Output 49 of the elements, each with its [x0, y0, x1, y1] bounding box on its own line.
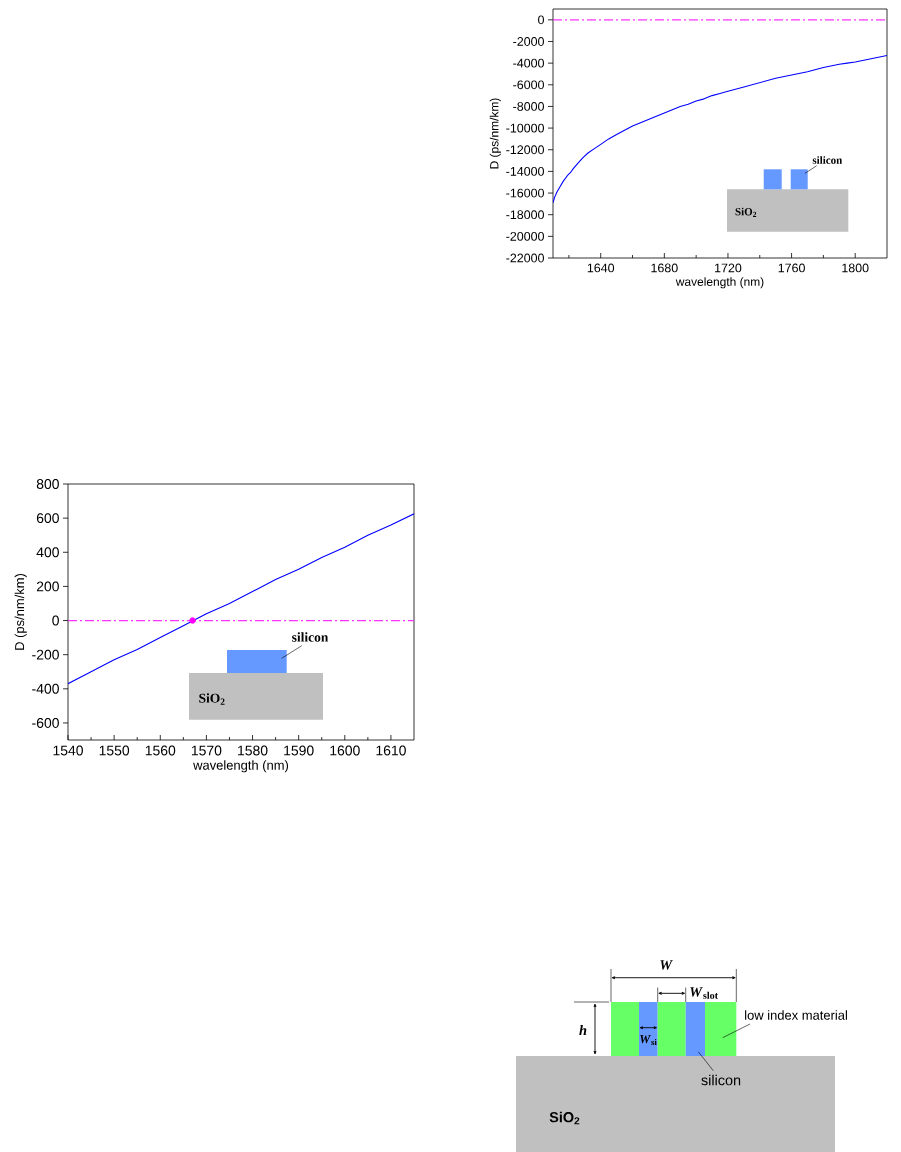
line-series	[68, 513, 414, 685]
y-tick-label: 600	[36, 513, 59, 524]
text: W	[660, 960, 673, 970]
annotation: SiO$_{2}$	[199, 693, 225, 705]
x-axis-title: wavelength (nm)	[193, 760, 289, 773]
text: W$_{slot}$	[690, 987, 719, 999]
y-axis-title: D (ps/nm/km)	[14, 573, 27, 650]
x-tick-label: 1760	[778, 263, 805, 273]
x-tick-label: 1610	[376, 745, 406, 756]
y-tick-label: -10000	[506, 123, 544, 133]
y-tick-label: 800	[36, 479, 59, 489]
annotation: silicon	[812, 156, 843, 164]
text: low index material	[745, 1010, 847, 1020]
y-tick-label: -600	[32, 717, 59, 728]
x-tick-label: 1540	[53, 745, 83, 756]
y-tick-label: 400	[36, 547, 59, 558]
y-tick-label: -6000	[513, 80, 544, 90]
x-tick-label: 1550	[99, 745, 130, 756]
annotation: SiO$_{2}$	[735, 207, 757, 217]
y-tick-label: -22000	[506, 253, 544, 263]
y-tick-label: -2000	[513, 37, 544, 46]
x-tick-label: 1720	[715, 263, 742, 273]
text: SiO$_{2}$	[549, 1111, 580, 1125]
y-tick-label: -14000	[506, 166, 544, 176]
y-tick-label: -20000	[506, 231, 544, 241]
x-tick-label: 1590	[284, 745, 314, 756]
y-tick-label: -400	[32, 683, 59, 694]
x-tick-label: 1680	[651, 263, 678, 273]
y-tick-label: -18000	[506, 210, 544, 220]
x-tick-label: 1570	[191, 745, 222, 756]
y-tick-label: 0	[538, 15, 544, 25]
y-tick-label: -4000	[513, 58, 544, 68]
annotation: silicon	[292, 632, 329, 642]
y-tick-label: -16000	[506, 188, 544, 198]
y-tick-label: -200	[32, 649, 59, 660]
x-tick-label: 1640	[587, 263, 615, 273]
x-tick-label: 1560	[145, 745, 176, 756]
y-tick-label: 0	[52, 615, 59, 626]
y-tick-label: 200	[36, 581, 59, 592]
y-tick-label: -8000	[513, 102, 544, 111]
text: silicon	[701, 1074, 741, 1086]
text: h	[579, 1024, 587, 1036]
x-tick-label: 1800	[842, 263, 869, 273]
y-tick-label: -12000	[506, 145, 544, 155]
x-tick-label: 1580	[238, 745, 268, 756]
text: W$_{si}$	[640, 1034, 657, 1046]
x-tick-label: 1600	[330, 745, 360, 756]
x-axis-title: wavelength (nm)	[675, 277, 764, 289]
y-axis-title: D (ps/nm/km)	[489, 98, 501, 169]
